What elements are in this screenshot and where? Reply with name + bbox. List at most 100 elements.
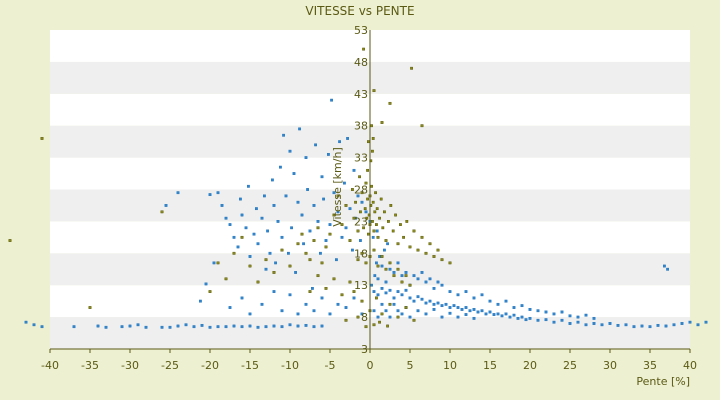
- data-point: [328, 223, 332, 226]
- data-point: [428, 277, 432, 281]
- data-point: [412, 274, 416, 278]
- data-point: [356, 194, 360, 198]
- data-point: [316, 219, 320, 223]
- data-point: [520, 315, 524, 319]
- data-point: [322, 197, 325, 201]
- data-point: [260, 302, 264, 306]
- data-point: [371, 219, 374, 223]
- data-point: [266, 229, 269, 233]
- data-point: [279, 165, 282, 169]
- data-point: [224, 277, 228, 281]
- data-point: [384, 239, 388, 242]
- data-point: [432, 308, 436, 311]
- data-point: [376, 277, 380, 281]
- data-point: [364, 261, 368, 265]
- data-point: [444, 302, 448, 306]
- data-point: [448, 261, 452, 265]
- data-point: [378, 255, 381, 258]
- data-point: [504, 299, 508, 303]
- data-point: [356, 258, 360, 262]
- data-point: [592, 322, 596, 325]
- data-point: [528, 308, 532, 311]
- data-point: [576, 315, 580, 319]
- x-tick-label: 25: [563, 359, 577, 372]
- data-point: [592, 316, 596, 320]
- data-point: [568, 322, 572, 325]
- data-point: [440, 304, 444, 308]
- data-point: [32, 323, 36, 327]
- data-point: [364, 181, 368, 185]
- x-tick-label: 40: [683, 359, 697, 372]
- data-point: [351, 248, 354, 252]
- data-point: [238, 197, 242, 201]
- data-point: [324, 245, 328, 249]
- data-point: [484, 312, 488, 316]
- data-point: [408, 245, 412, 249]
- data-point: [272, 324, 276, 328]
- y-tick-label: 53: [354, 24, 368, 37]
- data-point: [274, 261, 277, 265]
- data-point: [388, 267, 392, 271]
- data-point: [584, 313, 588, 317]
- data-point: [488, 310, 492, 314]
- data-point: [260, 216, 264, 220]
- y-tick-label: 28: [354, 184, 368, 197]
- data-point: [376, 264, 380, 268]
- data-point: [412, 299, 416, 303]
- data-point: [352, 290, 356, 293]
- x-tick-label: -15: [241, 359, 259, 372]
- data-point: [436, 301, 440, 305]
- data-point: [405, 219, 409, 223]
- data-point: [452, 304, 456, 308]
- data-point: [354, 200, 357, 204]
- data-point: [576, 320, 580, 324]
- data-point: [440, 258, 444, 262]
- data-point: [344, 318, 348, 322]
- data-point: [388, 302, 392, 306]
- data-point: [404, 271, 408, 274]
- data-point: [370, 184, 373, 188]
- data-point: [340, 293, 344, 297]
- data-point: [488, 299, 492, 303]
- data-point: [392, 271, 396, 274]
- data-point: [254, 207, 258, 211]
- data-point: [448, 311, 452, 315]
- data-point: [392, 302, 396, 306]
- data-point: [624, 323, 628, 327]
- data-point: [400, 280, 404, 284]
- data-point: [492, 313, 496, 316]
- data-point: [208, 325, 212, 329]
- data-point: [248, 324, 252, 328]
- data-point: [288, 149, 292, 153]
- data-point: [408, 283, 412, 287]
- data-point: [396, 267, 400, 271]
- data-point: [371, 137, 375, 140]
- data-point: [383, 210, 386, 214]
- data-point: [392, 296, 396, 300]
- x-tick-label: 5: [407, 359, 414, 372]
- data-point: [386, 242, 389, 246]
- data-point: [24, 320, 28, 324]
- data-point: [336, 302, 340, 306]
- data-point: [320, 324, 324, 328]
- data-point: [314, 143, 317, 147]
- data-point: [352, 296, 356, 300]
- data-point: [312, 309, 316, 313]
- data-point: [400, 274, 404, 278]
- data-point: [136, 323, 140, 327]
- data-point: [600, 323, 604, 327]
- data-point: [372, 89, 376, 93]
- data-point: [472, 308, 476, 311]
- data-point: [290, 226, 293, 230]
- x-tick-label: 20: [523, 359, 537, 372]
- data-point: [560, 310, 564, 314]
- data-point: [280, 235, 284, 239]
- data-point: [120, 325, 124, 329]
- data-point: [327, 153, 330, 156]
- data-point: [216, 261, 220, 265]
- data-point: [480, 309, 484, 313]
- data-point: [376, 315, 380, 319]
- data-point: [40, 325, 44, 329]
